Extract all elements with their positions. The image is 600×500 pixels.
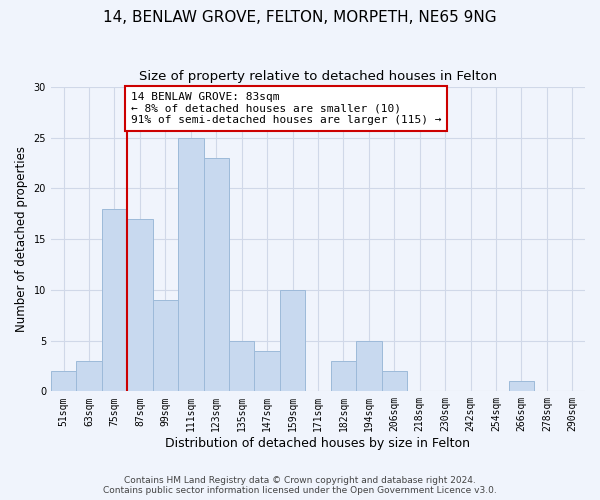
Bar	[509, 381, 534, 392]
Bar	[178, 138, 203, 392]
Bar	[127, 219, 152, 392]
Bar	[382, 371, 407, 392]
Text: Contains HM Land Registry data © Crown copyright and database right 2024.
Contai: Contains HM Land Registry data © Crown c…	[103, 476, 497, 495]
Bar	[76, 361, 102, 392]
Title: Size of property relative to detached houses in Felton: Size of property relative to detached ho…	[139, 70, 497, 83]
Bar	[356, 340, 382, 392]
Bar	[51, 371, 76, 392]
Text: 14 BENLAW GROVE: 83sqm
← 8% of detached houses are smaller (10)
91% of semi-deta: 14 BENLAW GROVE: 83sqm ← 8% of detached …	[131, 92, 442, 125]
Bar	[229, 340, 254, 392]
Bar	[280, 290, 305, 392]
Text: 14, BENLAW GROVE, FELTON, MORPETH, NE65 9NG: 14, BENLAW GROVE, FELTON, MORPETH, NE65 …	[103, 10, 497, 25]
Y-axis label: Number of detached properties: Number of detached properties	[15, 146, 28, 332]
Bar	[331, 361, 356, 392]
Bar	[152, 300, 178, 392]
Bar	[102, 208, 127, 392]
Bar	[203, 158, 229, 392]
X-axis label: Distribution of detached houses by size in Felton: Distribution of detached houses by size …	[166, 437, 470, 450]
Bar	[254, 350, 280, 392]
